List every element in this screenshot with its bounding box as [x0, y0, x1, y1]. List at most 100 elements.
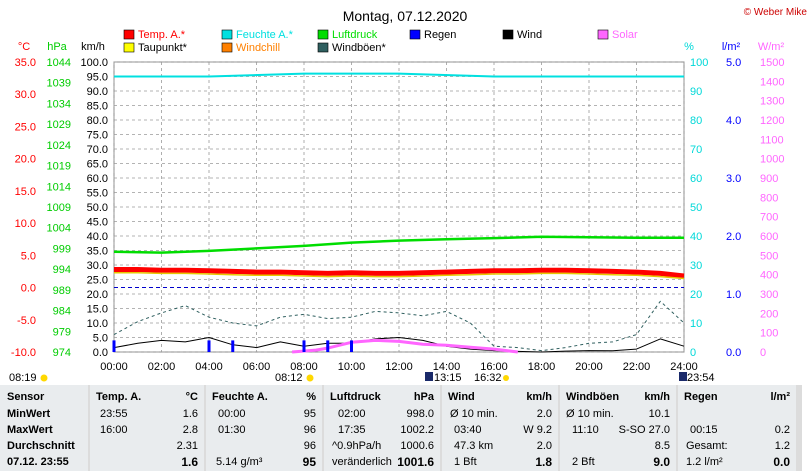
temp-now-value: 1.6	[181, 455, 198, 469]
rain-total-label: Gesamt:	[686, 440, 728, 452]
legend-swatch-temp	[123, 29, 135, 40]
gust-max-value: S-SO 27.0	[618, 424, 670, 436]
solar-tick-label: 0	[760, 347, 766, 359]
humidity-min-value: 95	[303, 408, 316, 420]
wind-tick-label: 35.0	[87, 246, 108, 258]
pressure-tick-label: 979	[53, 326, 71, 338]
wind-tick-label: 15.0	[87, 304, 108, 316]
sunrise-time: 08:19	[9, 372, 37, 384]
rain-tick-label: 2.0	[726, 231, 741, 243]
x-tick-label: 20:00	[575, 361, 603, 373]
rain-header: Regen	[684, 391, 718, 403]
rain-tick-label: 4.0	[726, 115, 741, 127]
avg-label: Durchschnitt	[7, 440, 75, 452]
x-tick-label: 18:00	[528, 361, 556, 373]
series-line-5	[113, 300, 685, 352]
rain-bar	[326, 340, 330, 352]
x-tick-label: 04:00	[195, 361, 223, 373]
humidity-max-time: 01:30	[218, 424, 246, 436]
wind-beaufort: 1 Bft	[454, 456, 477, 468]
rain-bar	[207, 340, 211, 352]
wind-avg10-value: 2.0	[536, 408, 552, 420]
pressure-tick-label: 1024	[47, 140, 71, 152]
axis-unit-press: hPa	[47, 41, 67, 53]
solar-tick-label: 700	[760, 212, 778, 224]
col-sensor: Sensor MinWert MaxWert Durchschnitt 07.1…	[0, 385, 88, 471]
rain-today: 1.2 l/m²	[686, 456, 723, 468]
sun-times: 08:19 08:12 13:15 16:32 23:54	[9, 372, 715, 384]
pressure-tick-label: 999	[53, 243, 71, 255]
wind-tick-label: 25.0	[87, 275, 108, 287]
col-humidity: Feuchte A. % 00:00 95 01:30 96 96 5.14 g…	[206, 385, 322, 471]
solar-tick-label: 1300	[760, 96, 784, 108]
wind-tick-label: 85.0	[87, 101, 108, 113]
axis-unit-rain: l/m²	[722, 41, 741, 53]
legend-swatch-dew	[123, 42, 135, 53]
wind-header: Wind	[448, 391, 475, 403]
wind-tick-label: 40.0	[87, 231, 108, 243]
solar-tick-label: 1400	[760, 76, 784, 88]
wind-tick-label: 10.0	[87, 318, 108, 330]
rain-bar	[231, 340, 235, 352]
solar-tick-label: 600	[760, 231, 778, 243]
legend-swatch-hum	[221, 29, 233, 40]
humidity-avg-value: 96	[303, 440, 316, 452]
humidity-unit: %	[306, 391, 316, 403]
col-gust: Windböen km/h Ø 10 min. 10.1 11:10 S-SO …	[560, 385, 676, 471]
wind-tick-label: 65.0	[87, 159, 108, 171]
temp-tick-label: 25.0	[15, 121, 36, 133]
copyright-text: © Weber Mike	[744, 7, 808, 18]
end-time: 23:54	[687, 372, 715, 384]
now-label: 07.12. 23:55	[7, 456, 69, 468]
wind-avg10-label: Ø 10 min.	[450, 408, 498, 420]
wind-tick-label: 55.0	[87, 188, 108, 200]
noon-time: 13:15	[434, 372, 462, 384]
temp-tick-label: -10.0	[11, 347, 36, 359]
temp-max-value: 2.8	[182, 424, 198, 436]
noon-icon	[425, 372, 433, 381]
weather-chart: Montag, 07.12.2020 © Weber Mike Temp. A.…	[9, 7, 808, 384]
wind-tick-label: 45.0	[87, 217, 108, 229]
gust-unit: km/h	[644, 391, 670, 403]
axis-units: °C hPa km/h% l/m² W/m²	[18, 41, 785, 53]
humidity-tick-label: 50	[690, 202, 702, 214]
sensor-header: Sensor	[7, 391, 45, 403]
wind-tick-label: 95.0	[87, 72, 108, 84]
legend-label-rain: Regen	[424, 29, 456, 41]
pressure-tick-label: 1044	[47, 57, 71, 69]
pressure-header: Luftdruck	[330, 391, 381, 403]
pressure-tick-label: 989	[53, 285, 71, 297]
pressure-tick-label: 1014	[47, 181, 71, 193]
legend-swatch-solar	[597, 29, 609, 40]
solar-tick-label: 1500	[760, 57, 784, 69]
solar-tick-label: 400	[760, 270, 778, 282]
rain-tick-label: 5.0	[726, 57, 741, 69]
gust-header: Windböen	[566, 391, 620, 403]
temp-max-time: 16:00	[100, 424, 128, 436]
solar-tick-label: 1000	[760, 154, 784, 166]
pressure-now-value: 1001.6	[397, 455, 434, 469]
pressure-tendency: veränderlich	[332, 456, 392, 468]
pressure-max-time: 17:35	[338, 424, 366, 436]
wind-tick-label: 75.0	[87, 130, 108, 142]
rain-max-time: 00:15	[690, 424, 718, 436]
sunset-time: 16:32	[474, 372, 502, 384]
wind-tick-label: 30.0	[87, 260, 108, 272]
col-wind: Wind km/h Ø 10 min. 2.0 03:40 W 9.2 47.3…	[442, 385, 558, 471]
temp-unit: °C	[185, 391, 198, 403]
solar-tick-label: 300	[760, 289, 778, 301]
axis-unit-wind: km/h	[81, 41, 105, 53]
wind-avg-value: 2.0	[536, 440, 552, 452]
wind-now-value: 1.8	[535, 455, 552, 469]
x-tick-label: 14:00	[433, 361, 461, 373]
x-tick-label: 08:00	[290, 361, 318, 373]
rain-max-value: 0.2	[774, 424, 790, 436]
solar-tick-label: 900	[760, 173, 778, 185]
legend-label-gust: Windböen*	[332, 42, 387, 54]
gust-max-time: 11:10	[572, 424, 599, 436]
wind-tick-label: 70.0	[87, 144, 108, 156]
humidity-tick-label: 40	[690, 231, 702, 243]
humidity-tick-label: 60	[690, 173, 702, 185]
pressure-tick-label: 1039	[47, 78, 71, 90]
plot-area	[113, 61, 685, 353]
